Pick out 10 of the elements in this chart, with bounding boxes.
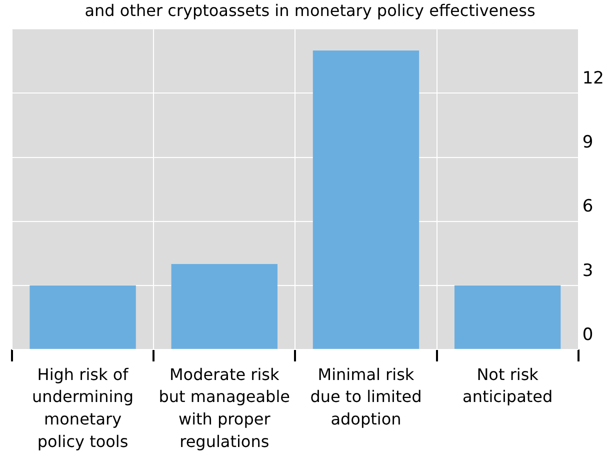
y-tick-label: 6	[582, 196, 594, 217]
x-tick-label: High risk of undermining monetary policy tools	[32, 364, 134, 451]
x-tick-label: Minimal risk due to limited adoption	[310, 364, 422, 429]
y-tick-label: 3	[582, 260, 594, 281]
y-tick-label: 12	[582, 68, 604, 89]
chart-title: and other cryptoassets in monetary policy effectiveness	[84, 0, 536, 20]
y-tick-label: 9	[582, 132, 594, 153]
y-tick-label: 0	[582, 324, 594, 345]
x-tick-label: Not risk anticipated	[462, 364, 553, 406]
x-tick-label: Moderate risk but manageable with proper regulations	[158, 364, 290, 451]
